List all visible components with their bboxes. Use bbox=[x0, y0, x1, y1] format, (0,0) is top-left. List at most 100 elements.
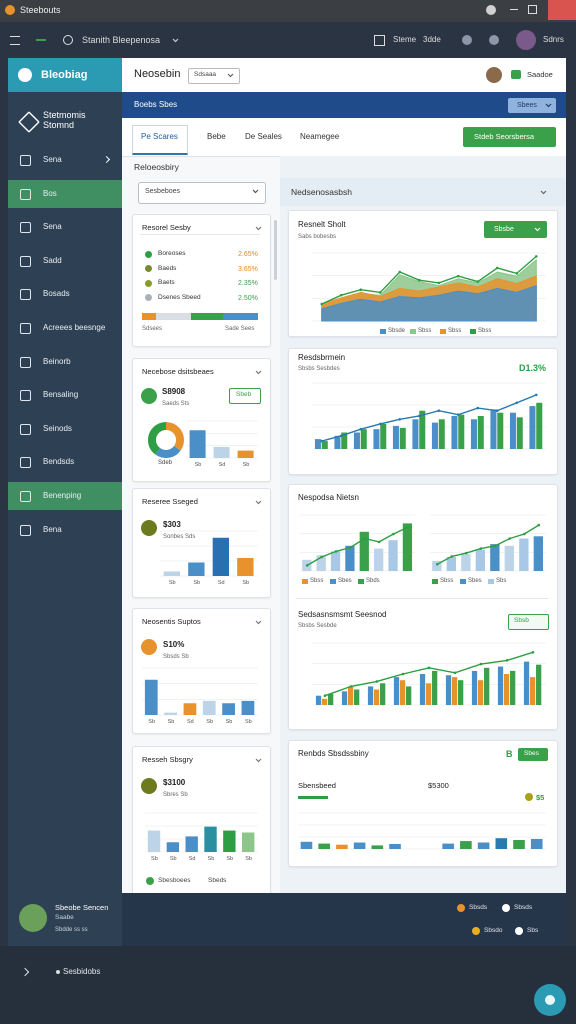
item-value: 2.65% bbox=[238, 251, 258, 258]
scroll-track bbox=[274, 220, 277, 280]
bottom-label[interactable]: Sesbidobs bbox=[63, 967, 101, 976]
action-button-label[interactable]: Stdeb Seorsbersa bbox=[474, 132, 535, 141]
legend-swatch bbox=[380, 329, 386, 334]
nav-item[interactable]: Bena bbox=[43, 524, 62, 534]
donut-segment bbox=[148, 422, 184, 458]
nav-item[interactable]: Beinorb bbox=[43, 356, 71, 366]
nav-icon[interactable] bbox=[20, 255, 31, 267]
tab[interactable]: Neamegee bbox=[300, 132, 340, 141]
nav-item[interactable]: Bosads bbox=[43, 289, 70, 299]
badge[interactable] bbox=[484, 221, 547, 238]
bar bbox=[458, 680, 464, 705]
stat-icon bbox=[141, 388, 157, 404]
nav-item[interactable]: Bensaling bbox=[43, 390, 79, 400]
nav-item[interactable]: Bos bbox=[43, 188, 57, 198]
bar bbox=[164, 712, 177, 715]
x-tick-label: Sd bbox=[218, 580, 225, 586]
nav-icon[interactable] bbox=[20, 356, 31, 368]
nav-icon[interactable] bbox=[20, 390, 31, 402]
badge-label[interactable]: Sbsb bbox=[514, 617, 529, 624]
note: Sbeds bbox=[208, 877, 227, 884]
x-tick-label: Sb bbox=[151, 856, 158, 862]
legend-label: Sbss bbox=[448, 328, 462, 334]
card-subtitle: Sbsbs Sesbdes bbox=[298, 366, 340, 372]
nav-item[interactable]: Seinods bbox=[43, 423, 72, 433]
tab[interactable]: Bebe bbox=[207, 132, 226, 141]
line-point bbox=[534, 255, 538, 258]
bar bbox=[183, 703, 197, 715]
item-value: 2.35% bbox=[238, 280, 258, 287]
footer-link[interactable]: Sbsds bbox=[514, 904, 533, 911]
nav-item[interactable]: Benenping bbox=[43, 491, 82, 500]
card-subtitle: Sabs bobesbs bbox=[298, 234, 337, 240]
legend-dot bbox=[144, 294, 152, 301]
bar bbox=[504, 545, 515, 571]
badge[interactable] bbox=[518, 748, 548, 761]
window-button[interactable] bbox=[510, 9, 518, 10]
banner-button[interactable] bbox=[508, 98, 556, 113]
footer-link[interactable]: Sbs bbox=[527, 927, 539, 934]
filter-label[interactable]: Sdsaaa bbox=[194, 71, 217, 78]
chevron-icon bbox=[252, 189, 259, 194]
filter-dropdown[interactable] bbox=[188, 68, 240, 84]
nav-icon[interactable] bbox=[20, 457, 31, 469]
bar bbox=[533, 536, 544, 571]
legend-swatch bbox=[358, 579, 364, 584]
legend-dot bbox=[146, 877, 154, 885]
toolbar-item[interactable]: 3dde bbox=[423, 35, 441, 44]
nav-icon[interactable] bbox=[20, 524, 31, 536]
tab[interactable]: De Seales bbox=[245, 132, 282, 141]
divider bbox=[296, 598, 548, 599]
badge-label: Sbeb bbox=[236, 391, 252, 398]
nav-icon[interactable] bbox=[20, 491, 31, 502]
nav-icon[interactable] bbox=[20, 323, 31, 334]
chevron-icon bbox=[545, 103, 552, 108]
x-tick-label: Sb bbox=[245, 719, 252, 725]
window-button[interactable] bbox=[528, 5, 537, 14]
header-user[interactable]: Saadoe bbox=[527, 70, 553, 79]
line-point bbox=[320, 555, 323, 559]
footer-link[interactable]: Sbsds bbox=[469, 904, 488, 911]
banner-button-label[interactable]: Sbees bbox=[517, 102, 537, 109]
footer-link[interactable]: Sbsdo bbox=[484, 927, 503, 934]
search-input[interactable]: Stanith Bleepenosa bbox=[82, 35, 161, 45]
nav-item[interactable]: Sadd bbox=[43, 255, 62, 265]
tab[interactable]: Pe Scares bbox=[141, 132, 178, 141]
toolbar-user[interactable]: Sdnrs bbox=[543, 35, 564, 44]
legend-swatch bbox=[488, 579, 494, 584]
nav-item[interactable]: Sena bbox=[43, 222, 62, 232]
nav-icon[interactable] bbox=[20, 188, 31, 200]
bar bbox=[336, 844, 348, 849]
chevron-icon bbox=[255, 620, 262, 625]
close-button[interactable] bbox=[548, 0, 576, 20]
legend-swatch bbox=[460, 579, 466, 584]
badge[interactable] bbox=[508, 614, 549, 630]
bar bbox=[477, 416, 484, 449]
nav-icon[interactable] bbox=[20, 423, 31, 435]
nav-item[interactable]: Sena bbox=[43, 155, 62, 164]
badge-label[interactable]: Sbsbe bbox=[494, 226, 514, 233]
toolbar-item[interactable]: Steme bbox=[393, 35, 417, 44]
bar bbox=[241, 832, 255, 852]
nav-item[interactable]: Bendsds bbox=[43, 457, 75, 467]
toolbar-icon[interactable] bbox=[374, 35, 385, 46]
card-title: Necebose dsitsbeaes bbox=[142, 367, 214, 376]
action-button[interactable] bbox=[463, 127, 556, 147]
nav-icon[interactable] bbox=[20, 222, 31, 234]
nav-icon[interactable] bbox=[20, 289, 31, 301]
chevron-icon bbox=[534, 227, 541, 232]
nav-icon[interactable] bbox=[20, 155, 31, 166]
note: Sade Sees bbox=[225, 326, 255, 332]
menu-icon[interactable] bbox=[10, 36, 20, 45]
search-icon[interactable] bbox=[63, 35, 73, 45]
x-tick-label: Sb bbox=[208, 856, 215, 862]
line-point bbox=[450, 555, 454, 558]
nav-item[interactable]: Acreees beesnge bbox=[43, 323, 106, 332]
back-icon[interactable] bbox=[36, 39, 46, 41]
bar bbox=[223, 830, 236, 852]
badge-label[interactable]: Sbes bbox=[524, 750, 539, 757]
stat-icon bbox=[525, 793, 533, 801]
select-label[interactable]: Sesbeboes bbox=[145, 188, 181, 195]
footer-icon bbox=[502, 904, 510, 912]
select[interactable] bbox=[138, 182, 266, 204]
